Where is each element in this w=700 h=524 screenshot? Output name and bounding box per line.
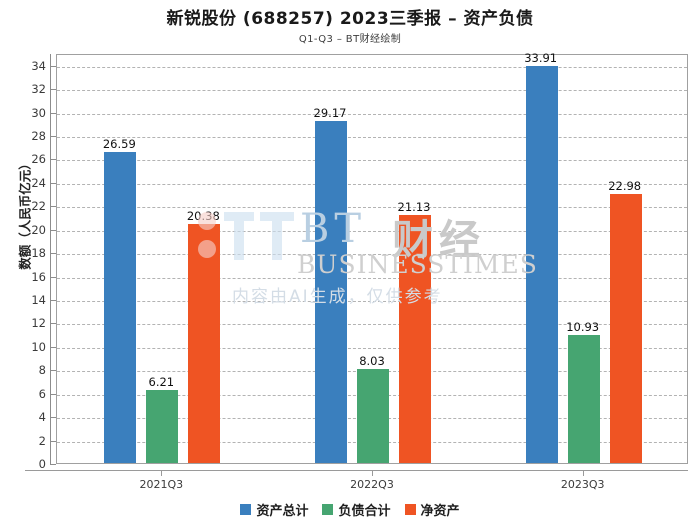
gridline [57,160,687,162]
legend-label: 净资产 [420,504,460,519]
y-tick-mark [50,393,56,395]
gridline [57,277,687,279]
legend-label: 资产总计 [256,504,309,519]
y-tick-mark [50,136,56,137]
gridline [57,230,687,232]
y-tick-label: 12 [31,316,46,331]
y-tick-label: 10 [31,339,46,354]
legend-swatch-icon [322,504,334,515]
gridline [57,301,687,302]
y-axis-spine [50,54,51,464]
y-tick-mark [50,253,56,255]
legend-item[interactable]: 资产总计 [240,500,308,519]
y-tick-label: 8 [38,363,46,378]
plot-area [56,54,688,464]
y-tick-mark [50,182,56,184]
x-tick-label: 2021Q3 [139,478,184,491]
gridline [57,347,687,349]
x-tick-mark [372,470,373,476]
bar [146,390,179,463]
bar [315,121,347,463]
gridline [57,207,687,209]
bar-value-label: 33.91 [524,50,558,65]
bar-value-label: 22.98 [608,178,642,193]
x-tick-label: 2023Q3 [560,478,605,491]
bar-value-label: 6.21 [148,375,175,390]
y-tick-label: 34 [31,58,46,73]
bar-value-label: 29.17 [313,106,347,121]
y-tick-mark [50,65,56,67]
x-tick-mark [582,470,584,476]
y-tick-mark [50,370,56,372]
bar [399,215,431,463]
bar-value-label: 26.59 [102,136,136,151]
bar-value-label: 20.38 [186,209,220,224]
gridline [57,324,687,326]
chart-subtitle: Q1-Q3 – BT财经绘制 [298,34,402,45]
y-tick-mark [50,112,56,114]
y-tick-mark [50,323,56,325]
x-tick-mark [161,470,163,476]
y-tick-mark [50,464,56,465]
y-tick-label: 18 [31,246,46,261]
y-tick-label: 6 [38,386,46,401]
y-tick-label: 14 [31,293,46,307]
bar [525,65,558,463]
y-tick-label: 20 [31,222,46,237]
y-tick-label: 32 [31,82,46,97]
y-tick-mark [50,346,56,348]
legend-label: 负债合计 [338,504,391,519]
y-tick-mark [50,206,56,208]
legend-swatch-icon [240,504,252,515]
y-tick-mark [50,276,56,278]
y-tick-label: 28 [31,129,46,143]
y-tick-mark [50,159,56,161]
y-tick-mark [50,417,56,419]
gridline [57,113,687,115]
y-tick-mark [50,89,56,91]
y-tick-label: 2 [38,433,46,448]
gridline [57,254,687,256]
gridline [57,66,687,68]
y-tick-label: 0 [38,457,46,471]
y-tick-label: 26 [31,152,46,167]
y-tick-mark [50,300,56,301]
bar [357,368,389,463]
bar [188,224,221,463]
chart-title: 新锐股份 (688257) 2023三季报 – 资产负债 [166,9,534,29]
legend-item[interactable]: 净资产 [404,500,460,519]
y-tick-label: 24 [31,175,46,190]
y-tick-label: 16 [31,269,46,284]
y-tick-label: 22 [31,199,46,214]
bar [104,151,137,463]
x-axis-spine [25,470,688,471]
bar [609,193,642,463]
gridline [57,90,687,92]
y-tick-label: 4 [38,410,46,425]
legend-swatch-icon [404,504,416,515]
bar-value-label: 10.93 [566,319,600,334]
bar-value-label: 21.13 [397,200,431,215]
y-tick-label: 30 [31,105,46,120]
bar [567,334,600,463]
gridline [57,183,687,185]
y-tick-mark [50,440,56,442]
bar-value-label: 8.03 [359,353,385,368]
y-tick-mark [50,229,56,231]
gridline [57,137,687,138]
x-tick-label: 2022Q3 [350,478,394,491]
legend-item[interactable]: 负债合计 [322,500,391,519]
chart-legend: 资产总计 负债合计 净资产 [0,500,700,519]
